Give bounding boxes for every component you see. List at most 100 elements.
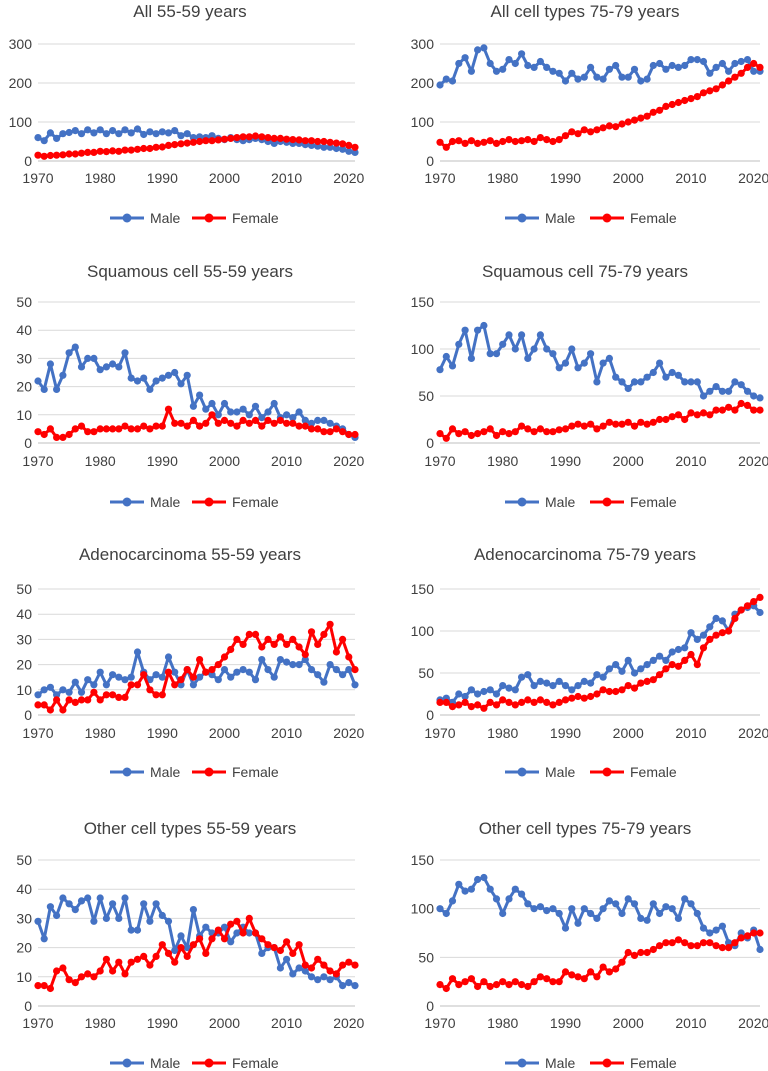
data-point-female xyxy=(580,126,588,134)
data-point-female xyxy=(121,422,129,430)
data-point-male xyxy=(499,340,507,348)
data-point-male xyxy=(530,682,538,690)
data-point-female xyxy=(189,941,197,949)
data-point-female xyxy=(220,135,229,143)
data-point-female xyxy=(630,684,639,692)
data-point-male xyxy=(115,130,123,138)
data-point-female xyxy=(568,128,576,136)
data-point-female xyxy=(295,643,303,651)
data-point-female xyxy=(687,95,695,103)
data-point-female xyxy=(96,696,104,704)
data-point-male xyxy=(580,359,588,367)
x-tick-label: 2010 xyxy=(675,453,706,469)
legend-label-male: Male xyxy=(150,1055,181,1071)
data-point-male xyxy=(662,373,670,381)
data-point-male xyxy=(127,926,135,934)
data-point-female xyxy=(46,425,55,433)
data-point-male xyxy=(71,906,79,914)
data-point-female xyxy=(561,132,570,140)
data-point-male xyxy=(40,385,48,393)
x-tick-label: 1990 xyxy=(550,170,581,186)
data-point-male xyxy=(164,371,173,379)
legend-marker-female xyxy=(204,497,214,507)
data-point-female xyxy=(84,428,92,436)
data-point-female xyxy=(530,698,538,707)
data-point-male xyxy=(474,690,482,698)
data-point-female xyxy=(587,968,595,976)
data-point-female xyxy=(630,422,639,430)
data-point-female xyxy=(345,430,353,439)
data-point-male xyxy=(461,326,469,334)
data-point-female xyxy=(693,93,701,101)
data-point-male xyxy=(524,354,532,362)
data-point-female xyxy=(668,413,676,421)
data-point-female xyxy=(245,914,253,923)
data-point-female xyxy=(706,87,714,95)
x-tick-label: 1970 xyxy=(22,170,53,186)
data-point-female xyxy=(276,946,284,955)
chart-title: Adenocarcinoma 55-59 years xyxy=(79,545,301,564)
data-point-male xyxy=(549,905,557,913)
data-point-male xyxy=(612,661,620,669)
data-point-female xyxy=(743,401,752,409)
y-tick-label: 150 xyxy=(411,852,435,868)
data-point-female xyxy=(486,137,494,145)
data-point-male xyxy=(756,945,764,954)
data-point-male xyxy=(474,46,482,54)
data-point-male xyxy=(270,673,278,681)
x-tick-label: 2000 xyxy=(613,170,644,186)
data-point-male xyxy=(227,938,235,946)
data-point-female xyxy=(77,973,86,981)
data-point-female xyxy=(543,136,551,144)
data-point-female xyxy=(71,698,79,707)
data-point-female xyxy=(511,978,519,986)
data-point-male xyxy=(109,900,117,908)
y-tick-label: 50 xyxy=(16,852,32,868)
data-point-female xyxy=(171,958,179,966)
data-point-female xyxy=(71,979,79,987)
data-point-male xyxy=(96,668,104,676)
data-point-female xyxy=(511,701,519,709)
data-point-female xyxy=(474,982,482,991)
chart-3: Squamous cell 55-59 years 0 10 20 30 40 50 1970… xyxy=(16,262,364,510)
data-point-female xyxy=(718,406,727,414)
data-point-male xyxy=(543,907,551,915)
data-point-female xyxy=(40,701,48,709)
data-point-male xyxy=(731,59,739,68)
legend-marker-female xyxy=(602,767,612,777)
data-point-female xyxy=(171,419,179,427)
data-point-female xyxy=(146,961,154,969)
data-point-male xyxy=(643,916,651,924)
data-point-male xyxy=(580,905,588,913)
x-tick-label: 1990 xyxy=(550,453,581,469)
data-point-male xyxy=(492,690,501,698)
data-point-female xyxy=(518,981,526,989)
data-point-female xyxy=(140,422,148,430)
data-point-female xyxy=(536,134,545,142)
data-point-male xyxy=(158,374,166,382)
data-point-female xyxy=(718,629,727,637)
data-point-female xyxy=(643,112,651,120)
data-point-male xyxy=(706,929,714,937)
data-point-female xyxy=(196,137,204,146)
data-point-female xyxy=(220,416,229,424)
y-tick-label: 0 xyxy=(426,707,434,723)
data-point-male xyxy=(208,671,216,679)
y-tick-label: 50 xyxy=(418,665,434,681)
y-tick-label: 150 xyxy=(411,581,435,597)
data-point-male xyxy=(436,81,444,89)
data-point-male xyxy=(90,354,98,362)
data-point-female xyxy=(756,593,764,602)
x-tick-label: 2020 xyxy=(738,1015,768,1031)
data-point-female xyxy=(133,425,142,433)
data-point-female xyxy=(339,428,347,436)
data-point-female xyxy=(264,941,272,949)
data-point-female xyxy=(492,431,501,440)
data-point-male xyxy=(90,917,98,925)
data-point-male xyxy=(301,416,309,424)
data-point-female xyxy=(71,425,79,433)
data-point-female xyxy=(326,967,334,975)
data-point-female xyxy=(326,620,334,628)
data-point-female xyxy=(46,151,55,160)
data-point-male xyxy=(662,903,670,911)
